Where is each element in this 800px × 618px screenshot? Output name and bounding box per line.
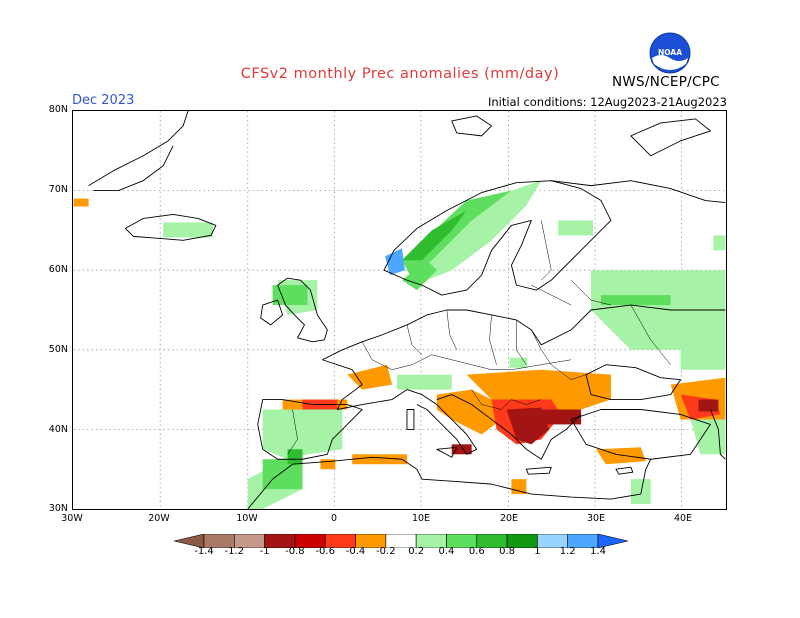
black-sea-coast: [585, 364, 682, 400]
colorbar-tick-label: 1: [534, 546, 541, 557]
map-title: CFSv2 monthly Prec anomalies (mm/day): [240, 66, 560, 82]
lon-label-20w: 20W: [148, 513, 170, 524]
graticule: [73, 111, 726, 509]
coastlines: [88, 111, 726, 509]
north-africa-coast: [247, 456, 641, 509]
colorbar-tick-label: -1: [259, 546, 270, 557]
lon-label-30e: 30E: [586, 513, 606, 524]
greenland-coast: [88, 111, 189, 192]
colorbar-legend: [174, 534, 628, 548]
lat-label-30n: 30N: [48, 503, 68, 514]
turkey-coast: [570, 409, 711, 460]
colorbar-tick-label: 0.4: [438, 546, 455, 557]
cyprus: [615, 466, 634, 475]
wet-anomaly-blue: [385, 248, 405, 276]
italy-coast: [406, 389, 478, 455]
lon-label-10e: 10E: [411, 513, 431, 524]
svalbard: [451, 115, 492, 137]
lat-label-80n: 80N: [48, 104, 68, 115]
wet-anomaly-darker: [262, 190, 671, 490]
colorbar-tick-label: 1.2: [559, 546, 576, 557]
colorbar-tick-label: 1.4: [590, 546, 606, 557]
precip-anomaly-map: [72, 110, 727, 510]
iberia-coast: [257, 399, 363, 460]
colorbar-tick-label: -1.2: [224, 546, 245, 557]
colorbar-tick-label: 0.8: [499, 546, 516, 557]
british-isles-coast: [260, 277, 328, 343]
colorbar-tick-label: 0.2: [408, 546, 425, 557]
iceland-coast: [124, 214, 217, 241]
balkans-coast: [436, 394, 582, 460]
colorbar-segment: [597, 534, 628, 548]
colorbar-tick-label: -1.4: [194, 546, 214, 557]
sicily: [436, 446, 458, 458]
lat-label-70n: 70N: [48, 184, 68, 195]
dry-anomaly-darkred: [451, 399, 719, 455]
initial-conditions: Initial conditions: 12Aug2023-21Aug2023: [487, 95, 727, 109]
country-borders: [287, 220, 671, 455]
lat-label-40n: 40N: [48, 424, 68, 435]
svg-text:NOAA: NOAA: [658, 48, 682, 57]
lon-label-40e: 40E: [673, 513, 693, 524]
lon-label-10w: 10W: [236, 513, 258, 524]
wet-anomaly-darkest: [287, 210, 467, 465]
colorbar-tick-label: 0.6: [468, 546, 485, 557]
lat-label-60n: 60N: [48, 264, 68, 275]
colorbar-tick-label: -0.2: [376, 546, 396, 557]
forecast-month: Dec 2023: [72, 93, 135, 108]
agency-label: NWS/NCEP/CPC: [612, 74, 720, 90]
lon-label-20e: 20E: [499, 513, 519, 524]
caspian-coast: [710, 409, 726, 460]
crete: [525, 466, 552, 475]
noaa-logo-icon: NOAA: [649, 32, 691, 74]
colorbar-tick-label: -0.8: [285, 546, 305, 557]
kola-coast: [551, 180, 726, 203]
scandinavia-coast: [383, 180, 612, 296]
lat-label-50n: 50N: [48, 344, 68, 355]
colorbar-tick-label: -0.4: [345, 546, 366, 557]
lon-label-30w: 30W: [61, 513, 83, 524]
levant-coast: [640, 459, 652, 495]
lon-label-0: 0: [330, 513, 338, 524]
novaya-zemlya: [630, 118, 711, 157]
sardinia-corsica: [406, 409, 415, 430]
colorbar-tick-label: -0.6: [315, 546, 335, 557]
